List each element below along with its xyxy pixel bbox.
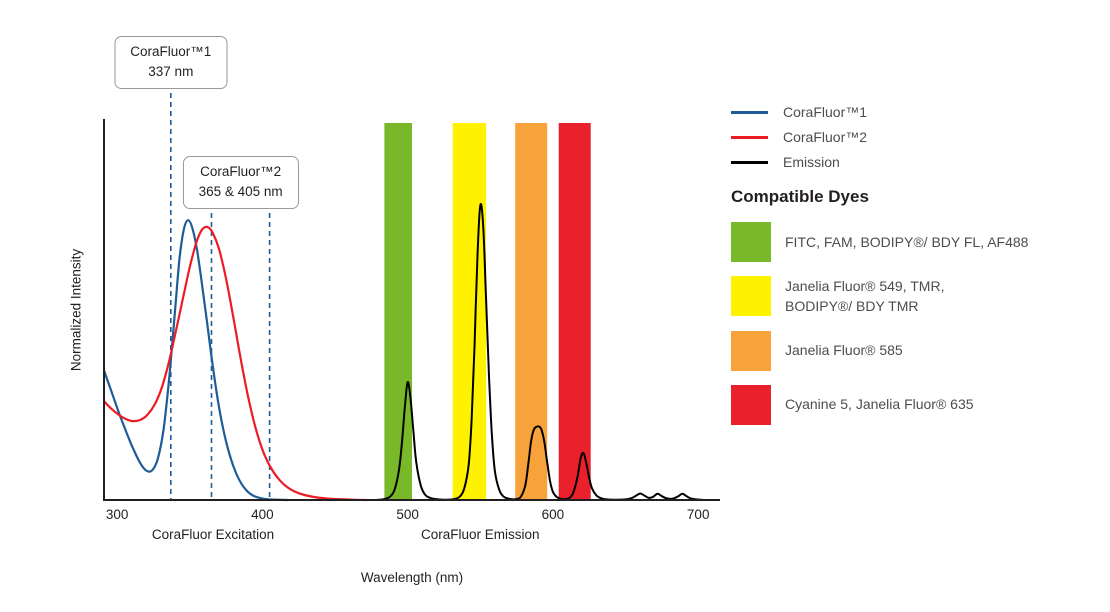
- x-axis-label: Wavelength (nm): [360, 570, 464, 585]
- x-tick-label-600: 600: [542, 507, 565, 522]
- legend-item-corafluor1: CoraFluor™1: [731, 104, 1105, 120]
- dye-item-label: Janelia Fluor® 549, TMR, BODIPY®/ BDY TM…: [785, 278, 945, 315]
- x-axis-group-label-emission: CoraFluor Emission: [421, 527, 540, 542]
- dye-color-swatch-yellow: [731, 276, 771, 317]
- x-tick-label-700: 700: [687, 507, 710, 522]
- legend-line-swatch-corafluor1: [731, 110, 768, 114]
- y-axis-label: Normalized Intensity: [68, 248, 84, 372]
- annotation-corafluor1: CoraFluor™1 337 nm: [114, 36, 228, 89]
- x-tick-label-300: 300: [106, 507, 129, 522]
- legend-item-label: CoraFluor™2: [783, 129, 868, 145]
- band-red: [558, 123, 591, 500]
- band-green: [384, 123, 412, 500]
- legend-item-corafluor2: CoraFluor™2: [731, 129, 1105, 145]
- annotation-corafluor1-title: CoraFluor™1: [130, 44, 212, 59]
- dye-item-yellow: Janelia Fluor® 549, TMR, BODIPY®/ BDY TM…: [731, 276, 1105, 317]
- series-corafluor2-excitation-curve: [103, 225, 368, 502]
- dye-item-green: FITC, FAM, BODIPY®/ BDY FL, AF488: [731, 222, 1105, 262]
- dye-color-swatch-green: [731, 222, 771, 262]
- series-emission-curve: [352, 203, 705, 502]
- compatible-dyes-heading: Compatible Dyes: [731, 187, 869, 206]
- legend-line-swatch-emission: [731, 160, 768, 164]
- legend-item-emission: Emission: [731, 154, 1105, 170]
- legend-item-label: CoraFluor™1: [783, 104, 868, 120]
- x-axis-group-label-excitation: CoraFluor Excitation: [151, 527, 275, 542]
- annotation-corafluor1-value: 337 nm: [148, 64, 194, 80]
- dye-item-red: Cyanine 5, Janelia Fluor® 635: [731, 384, 1105, 425]
- dye-color-swatch-orange: [731, 330, 771, 371]
- x-tick-label-500: 500: [396, 507, 419, 522]
- dye-item-label: Cyanine 5, Janelia Fluor® 635: [785, 396, 974, 413]
- spectra-chart: 300 400 500 600 700: [102, 84, 720, 522]
- legend-item-label: Emission: [783, 154, 840, 170]
- dye-color-swatch-red: [731, 384, 771, 425]
- x-tick-label-400: 400: [251, 507, 274, 522]
- dye-item-label: FITC, FAM, BODIPY®/ BDY FL, AF488: [785, 233, 1029, 250]
- annotation-corafluor2: CoraFluor™2 365 & 405 nm: [182, 156, 299, 209]
- annotation-corafluor2-value: 365 & 405 nm: [198, 184, 283, 200]
- legend-panel: CoraFluor™1 CoraFluor™2 Emission Compati…: [731, 104, 1105, 439]
- legend-line-swatch-corafluor2: [731, 135, 768, 139]
- dye-item-orange: Janelia Fluor® 585: [731, 330, 1105, 371]
- dye-item-label: Janelia Fluor® 585: [785, 342, 903, 359]
- annotation-corafluor2-title: CoraFluor™2: [200, 164, 282, 179]
- series-corafluor1-excitation-curve: [102, 219, 289, 502]
- band-yellow: [452, 123, 487, 500]
